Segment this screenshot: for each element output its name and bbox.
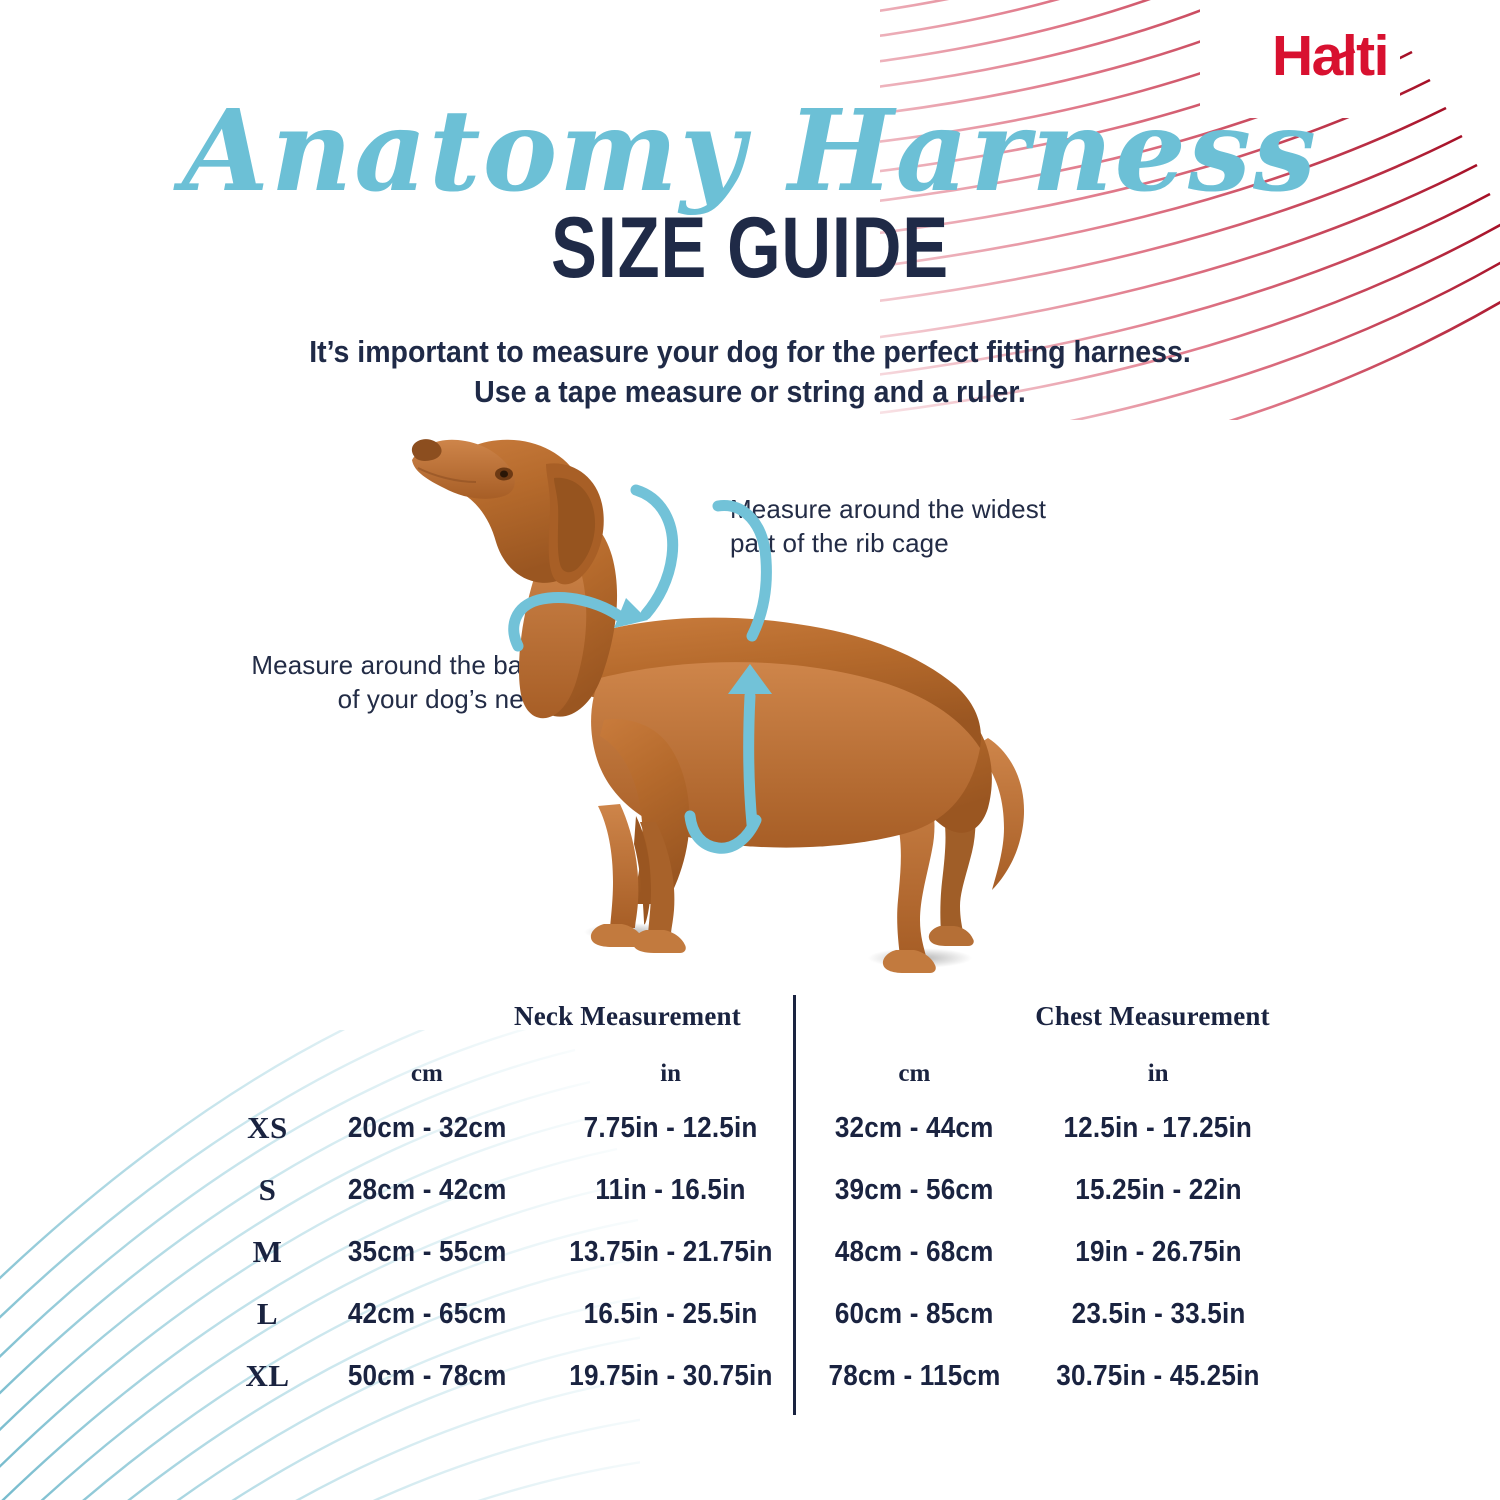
cell-value: 28cm - 42cm <box>347 1173 507 1206</box>
cell-neck-in-s: 11in - 16.5in <box>549 1159 793 1221</box>
cell-value: 19.75in - 30.75in <box>568 1359 773 1392</box>
size-label-l: L <box>256 1296 279 1331</box>
logo-crossed-l: l <box>1341 24 1358 88</box>
cell-chest-cm-xs: 32cm - 44cm <box>793 1097 1037 1159</box>
group-header-neck: Neck Measurement <box>514 1001 741 1031</box>
cell-value: 39cm - 56cm <box>835 1173 994 1206</box>
cell-value: 50cm - 78cm <box>347 1359 507 1392</box>
table-center-divider <box>793 995 796 1415</box>
dog-illustration <box>400 420 1100 990</box>
cell-value: 12.5in - 17.25in <box>1063 1111 1253 1144</box>
cell-value: 78cm - 115cm <box>828 1359 1001 1392</box>
cell-chest-in-m: 19in - 26.75in <box>1036 1221 1280 1283</box>
logo-text: Ha <box>1271 24 1343 88</box>
cell-chest-in-xs: 12.5in - 17.25in <box>1036 1097 1280 1159</box>
halti-logo: Halti <box>1272 24 1390 88</box>
annotation-neck-line-2: of your dog’s neck <box>337 684 550 715</box>
subtitle-line-2: Use a tape measure or string and a ruler… <box>474 374 1026 410</box>
cell-value: 20cm - 32cm <box>347 1111 507 1144</box>
cell-value: 7.75in - 12.5in <box>583 1111 758 1144</box>
cell-value: 23.5in - 33.5in <box>1071 1297 1246 1330</box>
annotation-chest-line-1: Measure around the widest <box>730 494 1047 524</box>
subheader-chest-cm: cm <box>898 1059 931 1087</box>
cell-value: 60cm - 85cm <box>835 1297 994 1330</box>
cell-neck-cm-xl: 50cm - 78cm <box>305 1345 549 1407</box>
table-row: S 28cm - 42cm 11in - 16.5in 39cm - 56cm … <box>230 1159 1280 1221</box>
annotation-neck-line-1: Measure around the base <box>251 650 550 680</box>
cell-chest-cm-xl: 78cm - 115cm <box>793 1345 1037 1407</box>
cell-value: 19in - 26.75in <box>1074 1235 1242 1268</box>
cell-neck-in-l: 16.5in - 25.5in <box>549 1283 793 1345</box>
cell-chest-cm-l: 60cm - 85cm <box>793 1283 1037 1345</box>
cell-value: 13.75in - 21.75in <box>568 1235 773 1268</box>
table-row: XL 50cm - 78cm 19.75in - 30.75in 78cm - … <box>230 1345 1280 1407</box>
cell-value: 16.5in - 25.5in <box>583 1297 758 1330</box>
logo-text-tail: ti <box>1356 24 1389 88</box>
corner-cell <box>230 1050 305 1097</box>
table-row: XS 20cm - 32cm 7.75in - 12.5in 32cm - 44… <box>230 1097 1280 1159</box>
table-subheader-row: cm in cm in <box>230 1050 1280 1097</box>
annotation-neck: Measure around the base of your dog’s ne… <box>180 648 550 717</box>
group-header-chest: Chest Measurement <box>1035 1001 1270 1031</box>
subheader-neck-in: in <box>660 1059 682 1087</box>
table-row: L 42cm - 65cm 16.5in - 25.5in 60cm - 85c… <box>230 1283 1280 1345</box>
cell-value: 42cm - 65cm <box>347 1297 507 1330</box>
cell-value: 48cm - 68cm <box>835 1235 994 1268</box>
cell-neck-cm-l: 42cm - 65cm <box>305 1283 549 1345</box>
cell-value: 30.75in - 45.25in <box>1056 1359 1260 1392</box>
cell-chest-in-xl: 30.75in - 45.25in <box>1036 1345 1280 1407</box>
cell-neck-cm-xs: 20cm - 32cm <box>305 1097 549 1159</box>
subtitle: It’s important to measure your dog for t… <box>290 332 1210 413</box>
cell-value: 32cm - 44cm <box>835 1111 994 1144</box>
cell-value: 11in - 16.5in <box>595 1173 746 1206</box>
size-label-xs: XS <box>247 1110 288 1145</box>
size-table-wrapper: Neck Measurement Chest Measurement cm in… <box>230 995 1280 1415</box>
size-label-s: S <box>258 1172 277 1207</box>
subtitle-line-1: It’s important to measure your dog for t… <box>309 334 1191 369</box>
cell-value: 15.25in - 22in <box>1074 1173 1242 1206</box>
cell-chest-cm-s: 39cm - 56cm <box>793 1159 1037 1221</box>
cell-value: 35cm - 55cm <box>347 1235 507 1268</box>
subheader-neck-cm: cm <box>410 1059 443 1087</box>
table-row: M 35cm - 55cm 13.75in - 21.75in 48cm - 6… <box>230 1221 1280 1283</box>
size-label-xl: XL <box>245 1358 290 1393</box>
cell-chest-cm-m: 48cm - 68cm <box>793 1221 1037 1283</box>
size-table: cm in cm in XS 20cm - 32cm 7.75in - 12.5… <box>230 1050 1280 1407</box>
cell-chest-in-l: 23.5in - 33.5in <box>1036 1283 1280 1345</box>
cell-neck-in-xs: 7.75in - 12.5in <box>549 1097 793 1159</box>
size-label-m: M <box>252 1234 283 1269</box>
cell-chest-in-s: 15.25in - 22in <box>1036 1159 1280 1221</box>
page-title: SIZE GUIDE <box>551 200 949 296</box>
cell-neck-in-xl: 19.75in - 30.75in <box>549 1345 793 1407</box>
subheader-chest-in: in <box>1147 1059 1169 1087</box>
cell-neck-cm-s: 28cm - 42cm <box>305 1159 549 1221</box>
cell-neck-in-m: 13.75in - 21.75in <box>549 1221 793 1283</box>
cell-neck-cm-m: 35cm - 55cm <box>305 1221 549 1283</box>
